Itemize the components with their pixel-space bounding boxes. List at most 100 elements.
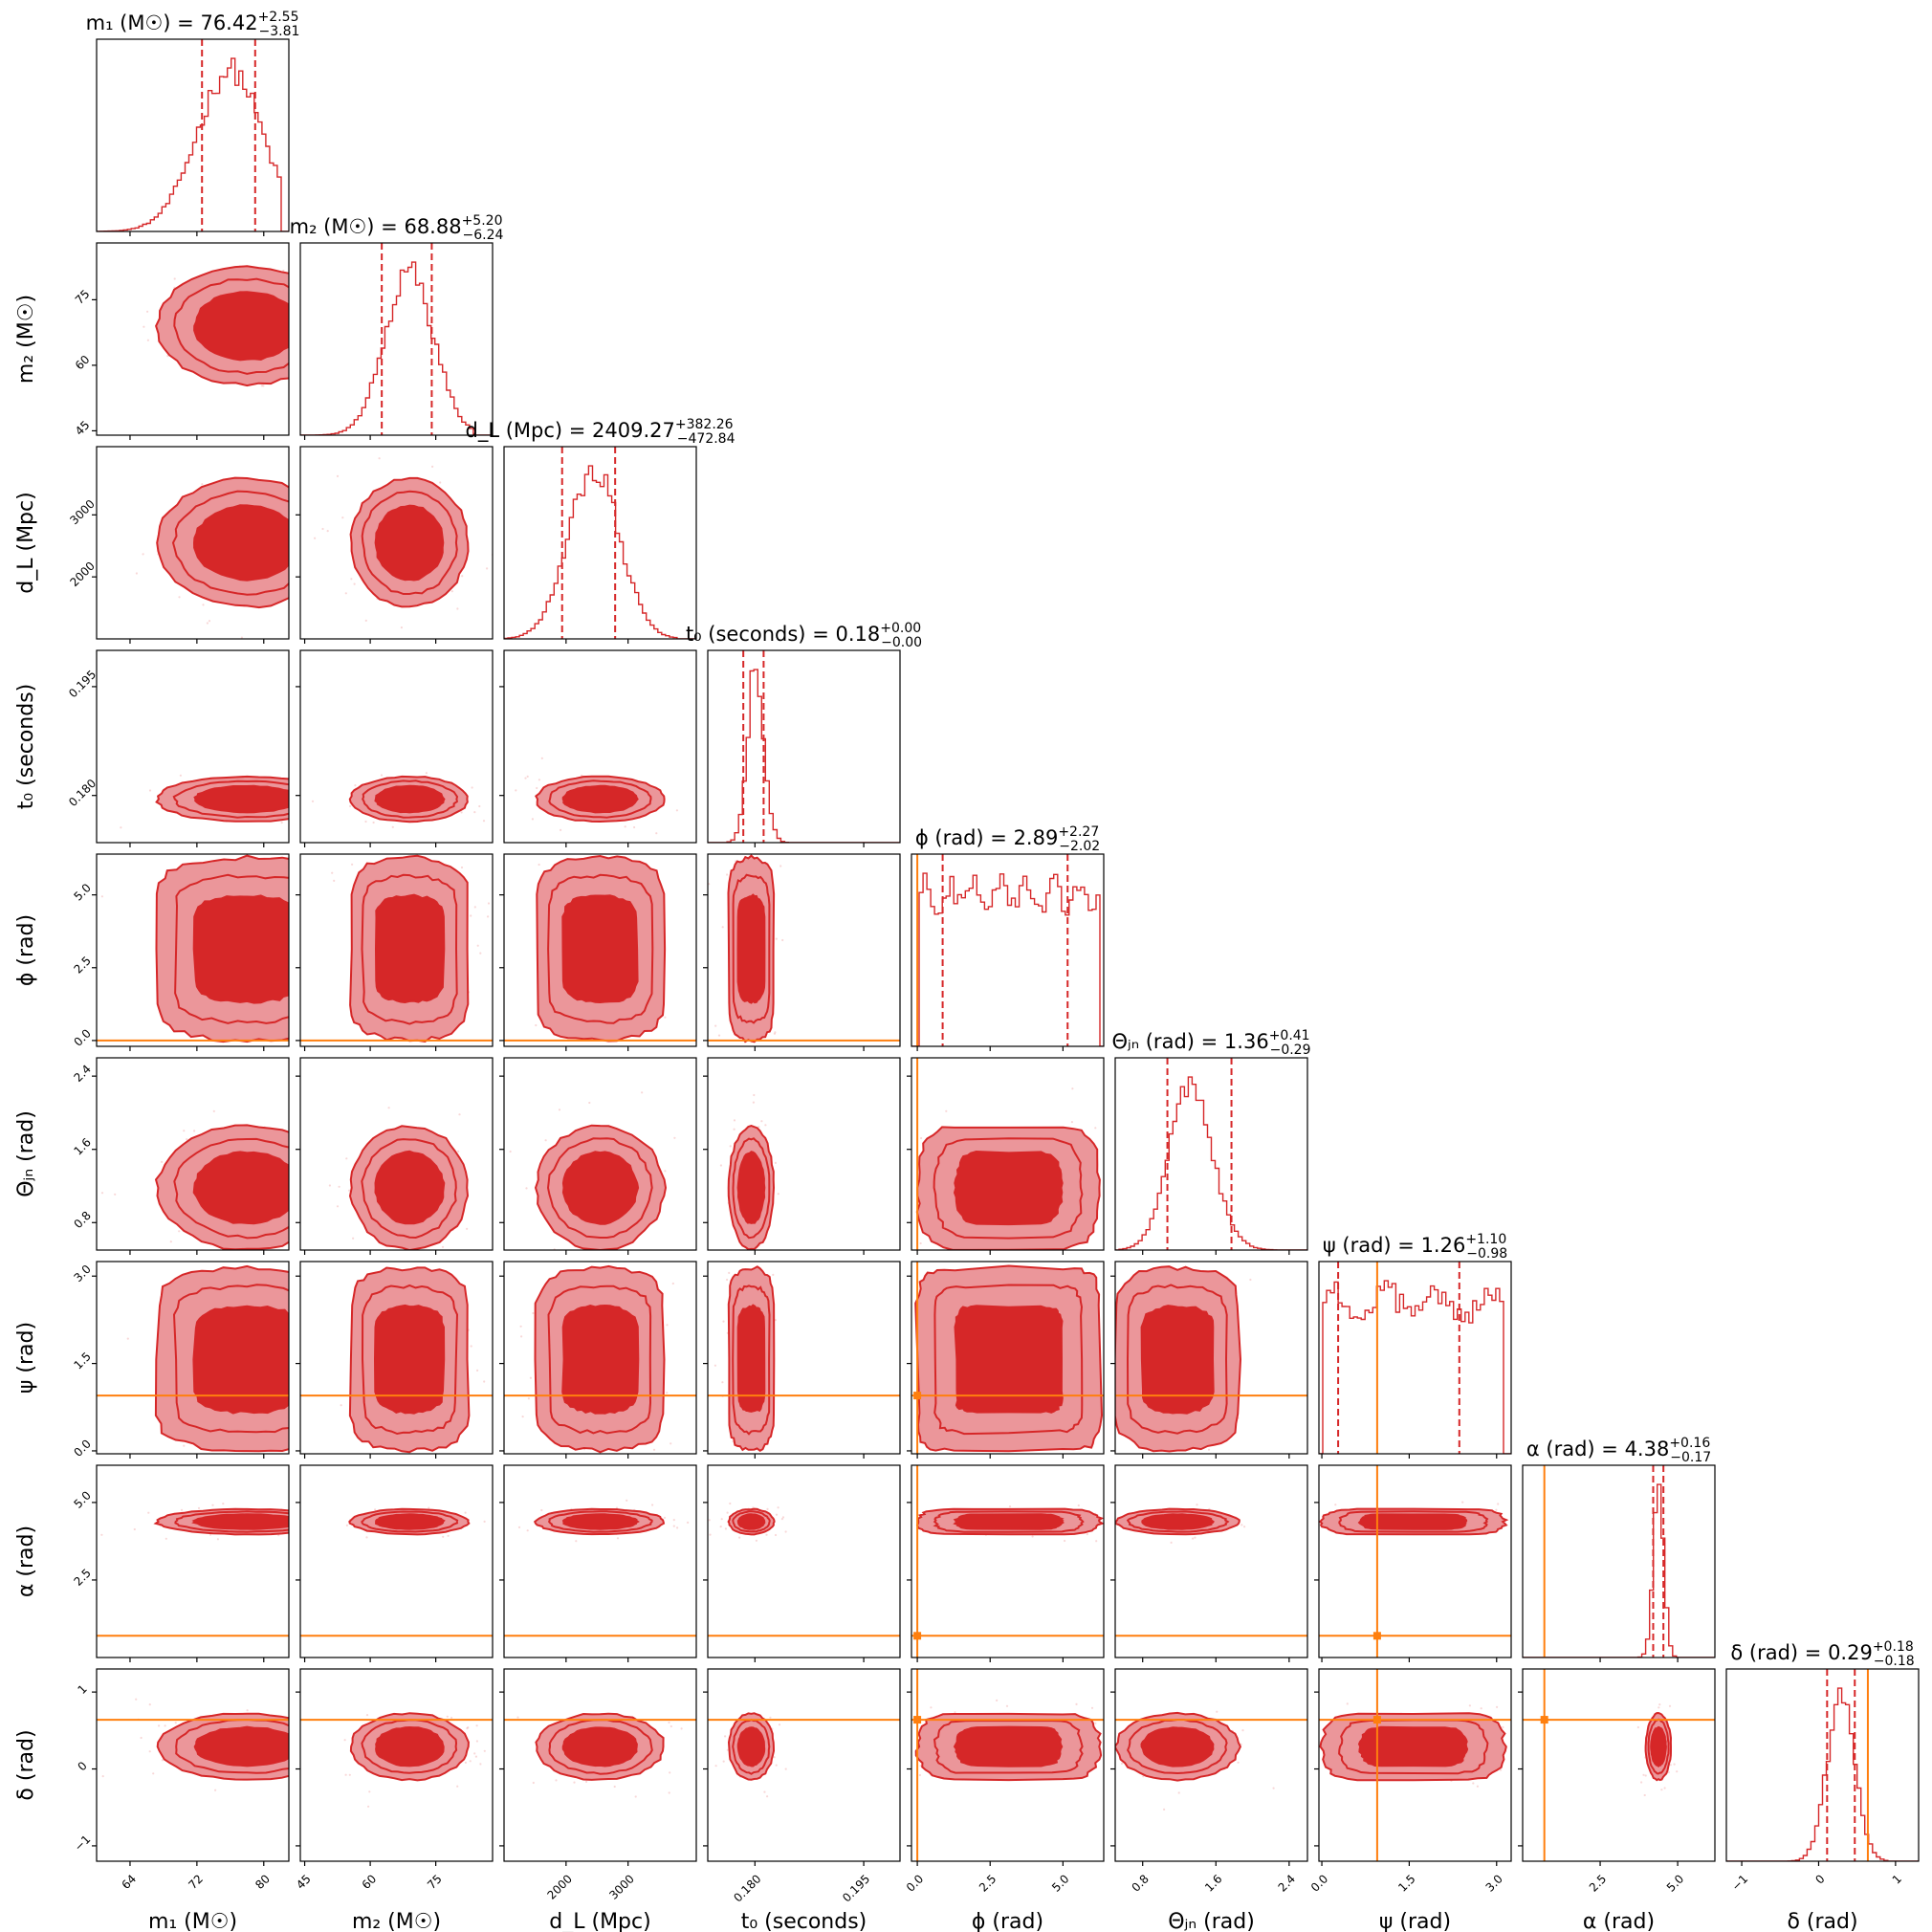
panel-phi-t0	[703, 853, 901, 1051]
x-tick-label: 75	[425, 1872, 445, 1892]
truth-marker	[913, 1632, 922, 1640]
panel-frame	[96, 38, 290, 232]
panel-psi-t0	[703, 1261, 901, 1459]
panel-alpha-psi	[1314, 1464, 1512, 1662]
contour-inner	[954, 1305, 1064, 1414]
contour-inner	[736, 1151, 766, 1224]
panel-t0-t0	[707, 649, 901, 847]
contour-inner	[1357, 1513, 1468, 1530]
panel-frame	[299, 649, 494, 844]
title-theta: Θⱼₙ (rad) = 1.36+0.41 −0.29	[1112, 1028, 1311, 1058]
panel-frame	[503, 1668, 697, 1862]
x-axis-label-dl: d_L (Mpc)	[549, 1910, 650, 1932]
x-tick-label: 0.8	[1130, 1872, 1152, 1894]
panel-delta-alpha: 2.5 5.0	[1518, 1668, 1716, 1895]
panel-frame	[1318, 1261, 1512, 1455]
x-tick-label: 60	[360, 1872, 380, 1892]
y-tick-label: 0.0	[71, 1026, 93, 1048]
x-tick-label: 2.4	[1276, 1872, 1298, 1894]
y-axis-label-delta: δ (rad)	[14, 1729, 38, 1800]
histogram-m2	[300, 261, 493, 435]
x-tick-label: 3.0	[1483, 1872, 1505, 1894]
panel-alpha-alpha	[1522, 1464, 1716, 1662]
panel-m2-m1: 45 60 75	[73, 242, 290, 440]
y-tick-label: 60	[73, 353, 93, 373]
contour-inner	[193, 291, 289, 362]
x-tick-label: 0	[1812, 1872, 1827, 1886]
title-phi: ϕ (rad) = 2.89+2.27 −2.02	[915, 824, 1100, 854]
panel-delta-delta: −1 0 1	[1725, 1668, 1920, 1894]
x-tick-label: 1	[1890, 1872, 1904, 1886]
contour-inner	[953, 1513, 1065, 1530]
title-alpha: α (rad) = 4.38+0.16 −0.17	[1526, 1436, 1711, 1465]
title-delta: δ (rad) = 0.29+0.18 −0.18	[1730, 1639, 1914, 1669]
panel-theta-m2	[296, 1057, 494, 1255]
histogram-alpha	[1523, 1483, 1715, 1658]
panel-delta-m1: 64 72 80 −1 0 1	[72, 1668, 290, 1892]
panel-frame	[1522, 1668, 1716, 1862]
panel-frame	[1725, 1668, 1920, 1862]
panel-delta-t0: 0.180 0.195	[703, 1668, 901, 1904]
panel-theta-theta	[1114, 1057, 1308, 1255]
x-tick-label: 2.5	[977, 1872, 999, 1894]
panel-frame	[96, 446, 290, 640]
panel-m2-m2	[299, 242, 494, 440]
title-psi: ψ (rad) = 1.26+1.10 −0.98	[1323, 1232, 1507, 1262]
y-tick-label: 2.4	[71, 1063, 93, 1085]
y-axis-label-psi: ψ (rad)	[14, 1322, 38, 1394]
y-tick-label: 5.0	[71, 1488, 93, 1510]
contour-inner	[953, 1725, 1064, 1767]
panel-frame	[707, 1057, 901, 1251]
panel-alpha-theta	[1110, 1464, 1308, 1662]
y-axis-label-dl: d_L (Mpc)	[14, 492, 38, 593]
panel-t0-dl	[499, 649, 697, 847]
x-axis-label-phi: ϕ (rad)	[972, 1910, 1043, 1932]
panel-frame	[96, 242, 290, 436]
panel-frame	[96, 1057, 290, 1251]
contour-inner	[1141, 1513, 1215, 1530]
panel-frame	[299, 446, 494, 640]
x-tick-label: 2000	[545, 1872, 575, 1901]
panel-frame	[299, 1057, 494, 1251]
truth-marker	[913, 1716, 922, 1724]
contour-inner	[561, 1304, 640, 1415]
panel-dl-m1: 2000 3000	[67, 446, 290, 644]
histogram-phi	[911, 872, 1104, 1046]
y-tick-label: 0.0	[71, 1437, 93, 1459]
panel-delta-psi: 0.0 1.5 3.0	[1308, 1668, 1512, 1895]
y-axis-label-m2: m₂ (M☉)	[14, 295, 38, 384]
y-tick-label: 1	[76, 1682, 90, 1697]
y-tick-label: 45	[73, 418, 93, 438]
contour-inner	[561, 1513, 640, 1530]
panel-delta-dl: 2000 3000	[499, 1668, 697, 1902]
x-tick-label: 1.5	[1395, 1872, 1417, 1894]
panel-phi-dl	[499, 853, 697, 1051]
contour-inner	[193, 1725, 289, 1767]
y-axis-label-alpha: α (rad)	[14, 1526, 38, 1597]
contour-inner	[192, 894, 289, 1004]
title-t0: t₀ (seconds) = 0.18+0.00 −0.00	[686, 621, 922, 650]
panel-frame	[707, 1668, 901, 1862]
panel-psi-dl	[499, 1261, 697, 1459]
panel-t0-m1: 0.180 0.195	[66, 649, 290, 847]
panel-frame	[96, 1464, 290, 1658]
histogram-delta	[1726, 1687, 1919, 1861]
x-tick-label: 0.0	[1308, 1872, 1330, 1894]
panel-frame	[707, 649, 901, 844]
panel-frame	[299, 1464, 494, 1658]
panel-psi-phi	[907, 1261, 1105, 1459]
truth-marker	[1372, 1716, 1381, 1724]
y-tick-label: 75	[73, 287, 93, 307]
y-tick-label: 2.5	[71, 954, 93, 976]
x-tick-label: 5.0	[1664, 1872, 1686, 1894]
y-tick-label: 2000	[67, 560, 97, 589]
x-tick-label: 64	[119, 1872, 139, 1892]
x-tick-label: 72	[186, 1872, 206, 1892]
title-dl: d_L (Mpc) = 2409.27+382.26 −472.84	[465, 417, 735, 447]
contour-inner	[374, 784, 446, 814]
contour-inner	[561, 1151, 640, 1225]
panel-frame	[911, 1668, 1105, 1862]
panel-theta-t0	[703, 1057, 901, 1255]
panel-frame	[707, 853, 901, 1047]
x-axis-label-psi: ψ (rad)	[1379, 1910, 1451, 1932]
